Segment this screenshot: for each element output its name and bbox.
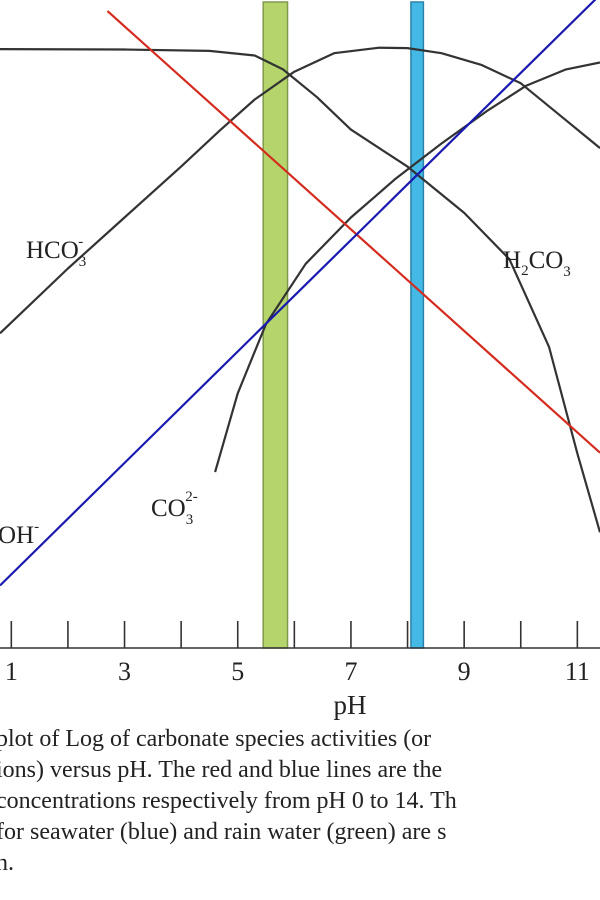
- species-curves: [0, 0, 600, 587]
- x-tick-label: 5: [231, 657, 244, 686]
- band-rain-water: [262, 1, 289, 649]
- series-line-h: [106, 10, 600, 454]
- band-seawater: [410, 1, 425, 649]
- x-axis-title: pH: [334, 690, 367, 720]
- x-tick-label: 9: [458, 657, 471, 686]
- caption-line-2: ions) versus pH. The red and blue lines …: [0, 757, 443, 783]
- series-label-oh: OH-: [0, 519, 39, 549]
- x-tick-label: 11: [565, 657, 590, 686]
- series-label-hco3: HCO3-: [26, 234, 86, 270]
- series-line-hco3: [0, 46, 600, 335]
- series-label-co3: CO32-: [151, 489, 198, 528]
- caption-line-3: concentrations respectively from pH 0 to…: [0, 788, 457, 814]
- x-tick-label: 3: [118, 657, 131, 686]
- ph-bands: [262, 1, 425, 649]
- x-tick-label: 7: [344, 657, 357, 686]
- figure-caption: plot of Log of carbonate species activit…: [0, 724, 600, 879]
- caption-line-1: plot of Log of carbonate species activit…: [0, 726, 432, 752]
- series-line-h2co3: [0, 48, 600, 533]
- x-axis: 1 3 5 7 9 11: [0, 621, 600, 686]
- svg-text:OH-: OH-: [0, 519, 39, 549]
- svg-text:H2CO3: H2CO3: [503, 247, 571, 280]
- caption-line-5: n.: [0, 850, 14, 876]
- series-label-h2co3: H2CO3: [503, 247, 571, 280]
- x-tick-label: 1: [5, 657, 18, 686]
- series-line-oh: [0, 0, 597, 587]
- caption-line-4: for seawater (blue) and rain water (gree…: [0, 819, 447, 845]
- series-line-co32: [214, 61, 600, 473]
- svg-text:HCO3-: HCO3-: [26, 234, 86, 270]
- svg-text:CO32-: CO32-: [151, 489, 198, 528]
